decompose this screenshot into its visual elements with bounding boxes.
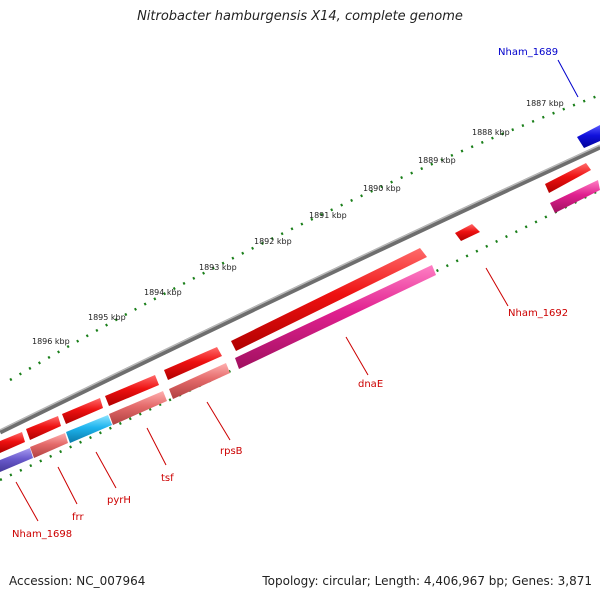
feature-red-left[interactable] (0, 432, 25, 453)
leader-nham-1692 (485, 267, 509, 307)
ruler-label-1890: 1890 kbp (363, 184, 401, 193)
leader-rpsb (206, 401, 231, 441)
feature-red-frr[interactable] (26, 416, 61, 440)
feature-red-rpsb[interactable] (164, 347, 222, 380)
feature-rpsb[interactable] (169, 363, 230, 399)
gene-label-rpsb[interactable]: rpsB (220, 446, 243, 457)
genome-backbone-highlight (0, 144, 600, 431)
feature-nham-1689[interactable] (577, 125, 600, 148)
ruler-label-1889: 1889 kbp (418, 156, 456, 165)
gene-label-nham-1689[interactable]: Nham_1689 (498, 47, 558, 58)
feature-red-pyrh[interactable] (62, 398, 103, 424)
feature-dnae[interactable] (235, 265, 436, 369)
ruler-label-1891: 1891 kbp (309, 211, 347, 220)
feature-nham-1698[interactable] (0, 448, 33, 472)
ruler-label-1895: 1895 kbp (88, 313, 126, 322)
outer-ruler-track (9, 93, 600, 382)
leader-tsf (146, 427, 167, 466)
feature-nham-1692[interactable] (455, 224, 480, 241)
leader-lines (15, 59, 579, 522)
feature-track-upper (0, 125, 600, 453)
gene-label-tsf[interactable]: tsf (161, 473, 174, 484)
leader-nham-1689 (557, 59, 579, 98)
feature-red-long[interactable] (231, 248, 427, 351)
feature-pyrh[interactable] (66, 415, 112, 443)
feature-frr[interactable] (30, 433, 68, 458)
ruler-label-1892: 1892 kbp (254, 237, 292, 246)
genome-summary-text: Topology: circular; Length: 4,406,967 bp… (262, 574, 592, 588)
leader-dnae (345, 336, 369, 376)
gene-label-nham-1692[interactable]: Nham_1692 (508, 308, 568, 319)
feature-red-tsf[interactable] (105, 375, 159, 406)
ruler-label-1888: 1888 kbp (472, 128, 510, 137)
ruler-labels: 1887 kbp 1888 kbp 1889 kbp 1890 kbp 1891… (32, 99, 564, 346)
gene-label-frr[interactable]: frr (72, 512, 84, 523)
ruler-label-1887: 1887 kbp (526, 99, 564, 108)
feature-tsf[interactable] (109, 391, 167, 425)
ruler-label-1894: 1894 kbp (144, 288, 182, 297)
gene-labels: Nham_1689 Nham_1692 dnaE rpsB tsf pyrH f… (12, 47, 568, 540)
map-title: Nitrobacter hamburgensis X14, complete g… (137, 9, 463, 24)
leader-nham-1698 (15, 481, 39, 522)
leader-pyrh (95, 451, 117, 489)
feature-track-lower (0, 180, 600, 472)
genome-backbone (0, 144, 600, 435)
gene-label-pyrh[interactable]: pyrH (107, 495, 131, 506)
leader-frr (57, 466, 78, 505)
ruler-label-1893: 1893 kbp (199, 263, 237, 272)
feature-magenta-right[interactable] (550, 180, 600, 213)
accession-text: Accession: NC_007964 (9, 574, 146, 588)
feature-red-upper-1[interactable] (545, 163, 591, 193)
gene-label-nham-1698[interactable]: Nham_1698 (12, 529, 72, 540)
gene-label-dnae[interactable]: dnaE (358, 379, 383, 390)
ruler-label-1896: 1896 kbp (32, 337, 70, 346)
